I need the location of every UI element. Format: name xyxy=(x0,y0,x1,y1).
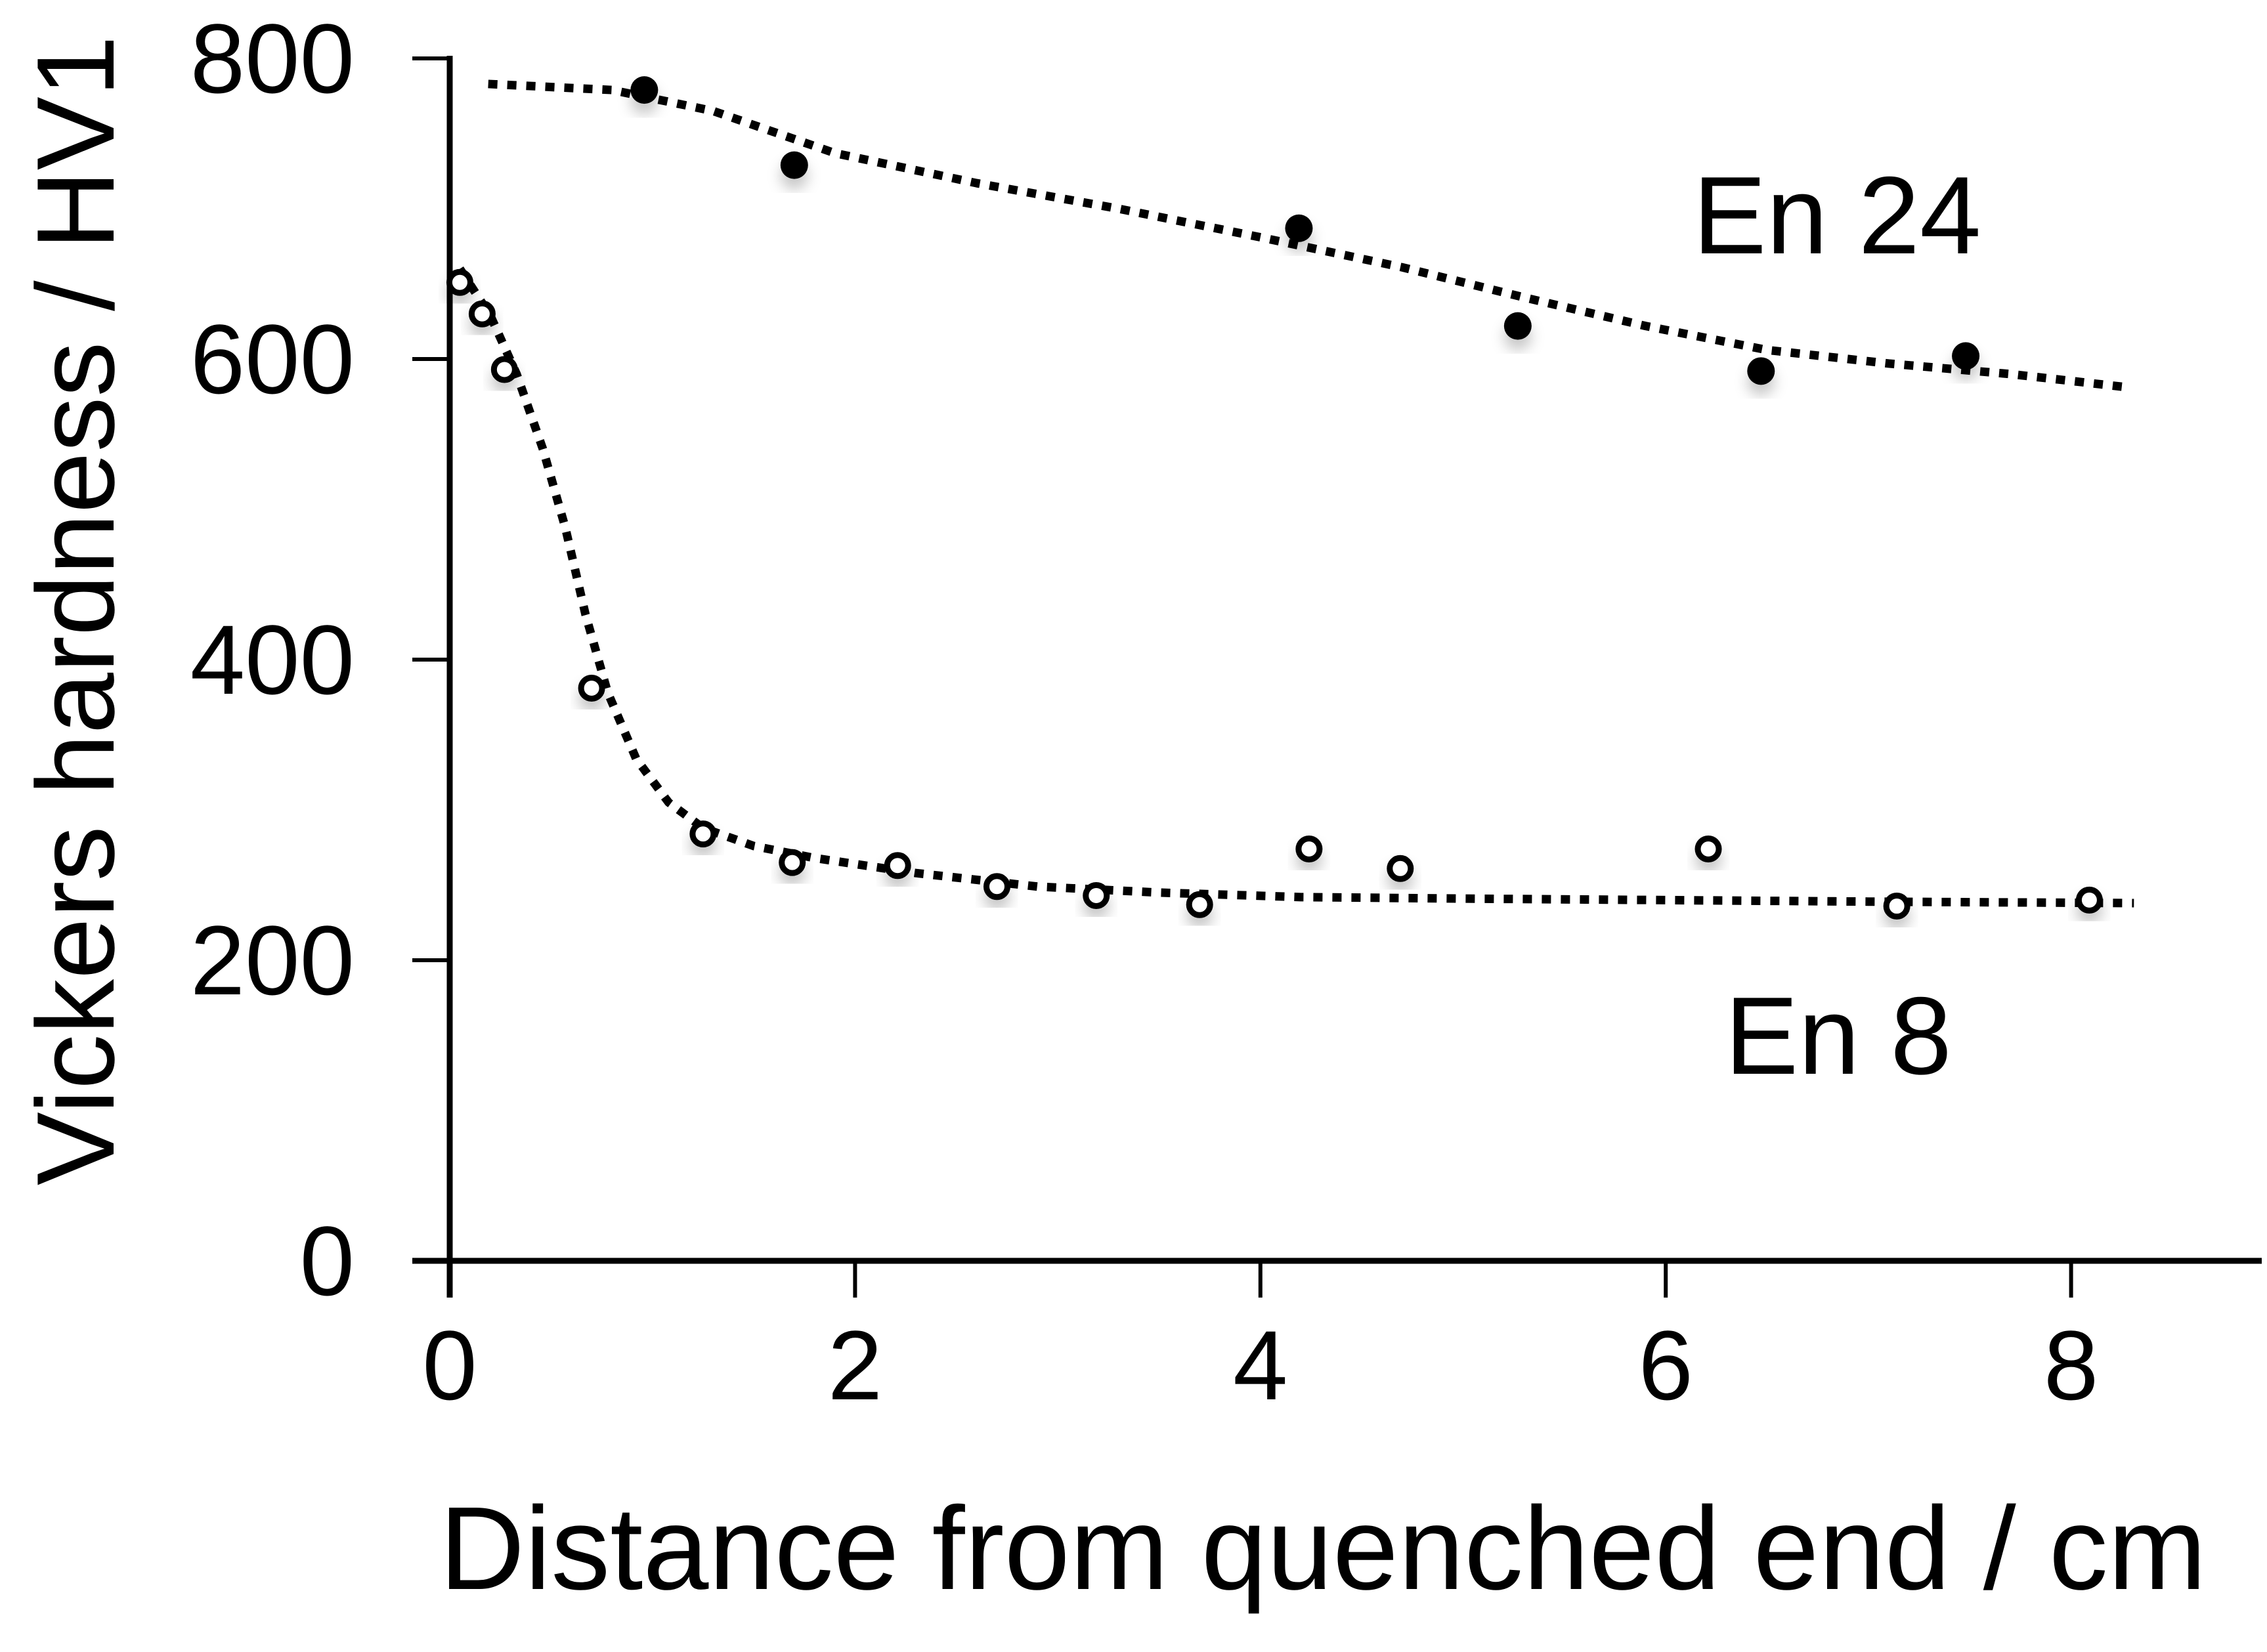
x-axis-title: Distance from quenched end / cm xyxy=(439,1483,2207,1615)
series-annotation-en8: En 8 xyxy=(1725,974,1952,1097)
svg-text:0: 0 xyxy=(300,1206,355,1316)
svg-text:800: 800 xyxy=(190,3,355,114)
series-annotation-en24: En 24 xyxy=(1693,154,1981,277)
data-series xyxy=(446,76,2134,920)
y-axis-title: Vickers hardness / HV1 xyxy=(14,35,137,1186)
svg-text:0: 0 xyxy=(422,1310,477,1420)
axes xyxy=(412,56,2262,1298)
svg-text:400: 400 xyxy=(190,604,355,715)
svg-text:6: 6 xyxy=(1638,1310,1693,1420)
tick-labels: 0 200 400 600 800 0 2 4 6 8 xyxy=(190,3,2099,1420)
svg-text:4: 4 xyxy=(1233,1310,1287,1420)
svg-text:600: 600 xyxy=(190,304,355,414)
svg-text:2: 2 xyxy=(828,1310,882,1420)
svg-text:8: 8 xyxy=(2044,1310,2098,1420)
svg-text:200: 200 xyxy=(190,905,355,1015)
